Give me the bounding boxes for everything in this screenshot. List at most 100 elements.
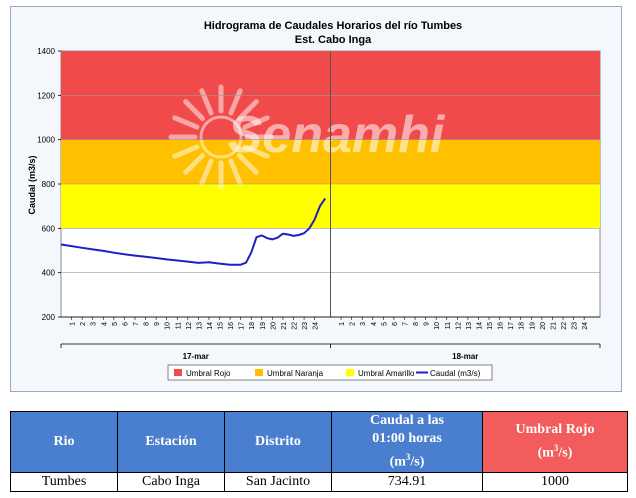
sun-ray <box>236 99 259 122</box>
header-caudal-line2: 01:00 horas <box>372 431 442 446</box>
x-tick-label: 24 <box>313 322 320 330</box>
cell-umbral-rojo: 1000 <box>482 471 628 492</box>
x-tick-label: 3 <box>360 322 367 326</box>
header-umbral-unit-b: /s) <box>558 445 573 461</box>
x-tick-label: 2 <box>80 322 87 326</box>
x-tick-label: 9 <box>424 322 431 326</box>
x-tick-label: 4 <box>101 322 108 326</box>
sun-ray <box>242 115 270 130</box>
sun-ray <box>172 115 200 130</box>
x-tick-label: 13 <box>196 322 203 330</box>
x-tick-label: 8 <box>144 322 151 326</box>
legend-swatch <box>346 369 354 376</box>
sun-ray <box>183 99 206 122</box>
header-umbral-rojo: Umbral Rojo (m3/s) <box>482 411 628 473</box>
cell-rio: Tumbes <box>10 471 118 492</box>
x-tick-label: 23 <box>572 322 579 330</box>
y-tick-label: 800 <box>42 180 56 189</box>
sun-ray <box>199 88 214 116</box>
day-label: 17-mar <box>183 352 209 361</box>
x-tick-label: 21 <box>281 322 288 330</box>
legend-swatch <box>174 369 182 376</box>
x-tick-label: 21 <box>550 322 557 330</box>
header-umbral-unit-sup: 3 <box>553 443 559 453</box>
gridlines <box>61 50 600 317</box>
x-tick-label: 8 <box>413 322 420 326</box>
cell-estacion: Cabo Inga <box>117 471 225 492</box>
header-caudal-unit-b: /s) <box>410 454 425 470</box>
watermark: Senamhi <box>168 84 446 190</box>
x-tick-label: 18 <box>519 322 526 330</box>
y-axis-label: Caudal (m3/s) <box>27 155 37 214</box>
x-tick-label: 11 <box>175 322 182 329</box>
sun-ray <box>228 158 243 186</box>
x-tick-label: 19 <box>260 322 267 330</box>
legend-label: Caudal (m3/s) <box>430 369 481 378</box>
series-line-caudal <box>60 197 327 266</box>
y-tick-label: 400 <box>42 269 56 278</box>
header-caudal-unit-a: (m <box>389 454 406 470</box>
chart-frame: Hidrograma de Caudales Horarios del río … <box>10 6 622 392</box>
x-tick-label: 1 <box>70 322 77 326</box>
x-tick-label: 5 <box>381 322 388 326</box>
chart-title: Hidrograma de Caudales Horarios del río … <box>204 20 462 32</box>
legend-box <box>167 364 493 381</box>
x-tick-label: 16 <box>228 322 235 330</box>
cell-caudal: 734.91 <box>331 471 483 492</box>
legend-swatch <box>255 369 263 376</box>
header-umbral-line1: Umbral Rojo <box>515 422 595 437</box>
x-tick-label: 13 <box>466 322 473 330</box>
sun-ray <box>236 152 259 175</box>
y-axis-ticks: 200 400 600 800 1000 1200 1400 <box>37 47 61 322</box>
cell-distrito: San Jacinto <box>224 471 332 492</box>
station-info-table: Rio Estación Distrito Caudal a las 01:00… <box>10 411 628 492</box>
x-tick-label: 3 <box>91 322 98 326</box>
header-caudal-line1: Caudal a las <box>370 413 444 428</box>
header-estacion: Estación <box>117 411 225 473</box>
x-tick-label: 1 <box>339 322 346 326</box>
header-distrito: Distrito <box>224 411 332 473</box>
legend-label: Umbral Rojo <box>186 369 231 378</box>
x-tick-label: 15 <box>218 322 225 330</box>
x-tick-label: 24 <box>582 322 589 330</box>
x-tick-label: 20 <box>270 322 277 330</box>
x-tick-label: 14 <box>207 322 214 330</box>
watermark-text: Senamhi <box>228 106 446 164</box>
series-layer <box>60 197 327 266</box>
legend-label: Umbral Amarillo <box>358 369 415 378</box>
chart-subtitle: Est. Cabo Inga <box>295 34 372 46</box>
x-tick-label: 6 <box>122 322 129 326</box>
header-rio: Rio <box>10 411 118 473</box>
x-tick-label: 17 <box>239 322 246 330</box>
y-tick-label: 1000 <box>37 136 55 145</box>
sun-circle <box>199 115 243 159</box>
x-tick-label: 12 <box>455 322 462 330</box>
x-tick-label: 9 <box>154 322 161 326</box>
table-row: Tumbes Cabo Inga San Jacinto 734.91 1000 <box>10 471 628 492</box>
x-tick-label: 11 <box>445 322 452 329</box>
sun-ray <box>172 144 200 159</box>
header-caudal: Caudal a las 01:00 horas (m3/s) <box>331 411 483 473</box>
x-tick-label: 16 <box>498 322 505 330</box>
x-tick-label: 10 <box>434 322 441 330</box>
sun-ray <box>228 88 243 116</box>
day-label: 18-mar <box>452 352 478 361</box>
header-caudal-unit-sup: 3 <box>405 452 411 462</box>
sun-ray <box>183 152 206 175</box>
sun-ray <box>199 158 214 186</box>
x-tick-label: 6 <box>392 322 399 326</box>
x-tick-label: 12 <box>186 322 193 330</box>
table-header-row: Rio Estación Distrito Caudal a las 01:00… <box>10 411 628 473</box>
x-tick-label: 7 <box>133 322 140 326</box>
y-tick-label: 200 <box>42 313 56 322</box>
x-tick-label: 5 <box>112 322 119 326</box>
legend-label: Umbral Naranja <box>267 369 324 378</box>
y-tick-label: 1200 <box>37 91 55 100</box>
x-tick-label: 2 <box>350 322 357 326</box>
sun-ray <box>242 144 270 159</box>
hydrograph-chart: Hidrograma de Caudales Horarios del río … <box>27 20 601 381</box>
x-tick-label: 14 <box>476 322 483 330</box>
x-tick-label: 10 <box>165 322 172 330</box>
x-axis-ticks: 1 2 3 4 5 6 7 8 9 10 11 12 13 14 15 16 17 18 19 20 21 22 23 24 1… <box>60 316 601 361</box>
x-tick-label: 7 <box>402 322 409 326</box>
